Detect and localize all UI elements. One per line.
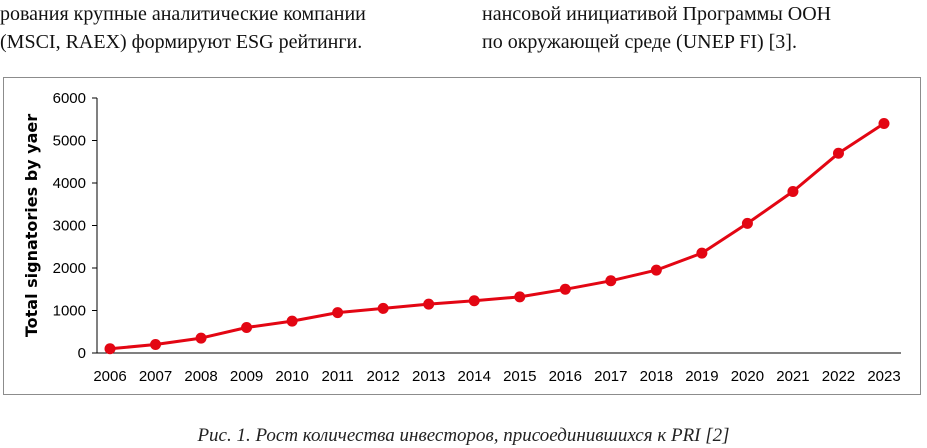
x-tick-label: 2009 (230, 368, 263, 385)
data-point (696, 247, 708, 259)
x-tick-label: 2014 (458, 368, 491, 385)
data-point (878, 118, 890, 129)
x-tick-label: 2012 (366, 368, 399, 385)
data-point (514, 291, 526, 303)
data-point (605, 275, 617, 287)
right-text-line-2: по окружающей среде (UNEP FI) [3]. (482, 31, 797, 53)
y-axis-title: Total signatories by yaer (22, 114, 41, 337)
data-point (423, 298, 435, 310)
y-tick-label: 4000 (53, 175, 86, 192)
chart-frame: 0 1000 2000 3000 4000 5000 6000 2006 2007 2008 200… (3, 77, 921, 395)
data-point (150, 339, 162, 350)
data-point (559, 283, 571, 295)
right-text-column: нансовой инициативой Программы ООН по ок… (482, 0, 927, 56)
series-line (109, 122, 885, 351)
x-tick-label: 2011 (322, 368, 354, 385)
data-point (332, 307, 344, 319)
x-tick-label: 2023 (867, 368, 900, 385)
left-text-column: рования крупные аналитические компании (… (0, 0, 446, 56)
data-point (468, 295, 480, 307)
right-text-line-1: нансовой инициативой Программы ООН (482, 3, 832, 25)
x-tick-label: 2019 (685, 368, 718, 385)
x-tick-label: 2020 (731, 368, 764, 385)
data-point (286, 315, 298, 327)
signatories-line-chart: 0 1000 2000 3000 4000 5000 6000 2006 2007 2008 200… (22, 90, 901, 385)
x-tick-label: 2016 (549, 368, 582, 385)
x-tick-label: 2022 (822, 368, 855, 385)
y-tick-label: 6000 (53, 90, 86, 107)
x-tick-label: 2015 (503, 368, 536, 385)
x-tick-label: 2008 (184, 368, 217, 385)
data-point (377, 302, 389, 314)
y-tick-label: 3000 (53, 218, 86, 235)
y-tick-label: 2000 (53, 260, 86, 277)
x-tick-label: 2006 (93, 368, 126, 385)
data-point (787, 186, 799, 197)
data-point (650, 264, 662, 276)
data-point (195, 332, 207, 344)
figure-caption: Рис. 1. Рост количества инвесторов, прис… (197, 425, 730, 446)
left-text-line-1: рования крупные аналитические компании (0, 3, 366, 25)
x-tick-label: 2017 (594, 368, 627, 385)
data-point (241, 322, 253, 333)
y-tick-label: 5000 (53, 133, 86, 150)
data-point (832, 147, 844, 159)
x-tick-label: 2010 (275, 368, 308, 385)
y-tick-label: 1000 (53, 303, 86, 320)
x-tick-label: 2021 (776, 368, 809, 385)
x-tick-label: 2013 (412, 368, 445, 385)
x-tick-label: 2018 (640, 368, 673, 385)
x-tick-label: 2007 (139, 368, 172, 385)
y-tick-label: 0 (78, 345, 86, 362)
data-point (741, 217, 753, 229)
left-text-line-2: (MSCI, RAEX) формируют ESG рейтинги. (0, 31, 363, 53)
data-point (104, 343, 116, 355)
